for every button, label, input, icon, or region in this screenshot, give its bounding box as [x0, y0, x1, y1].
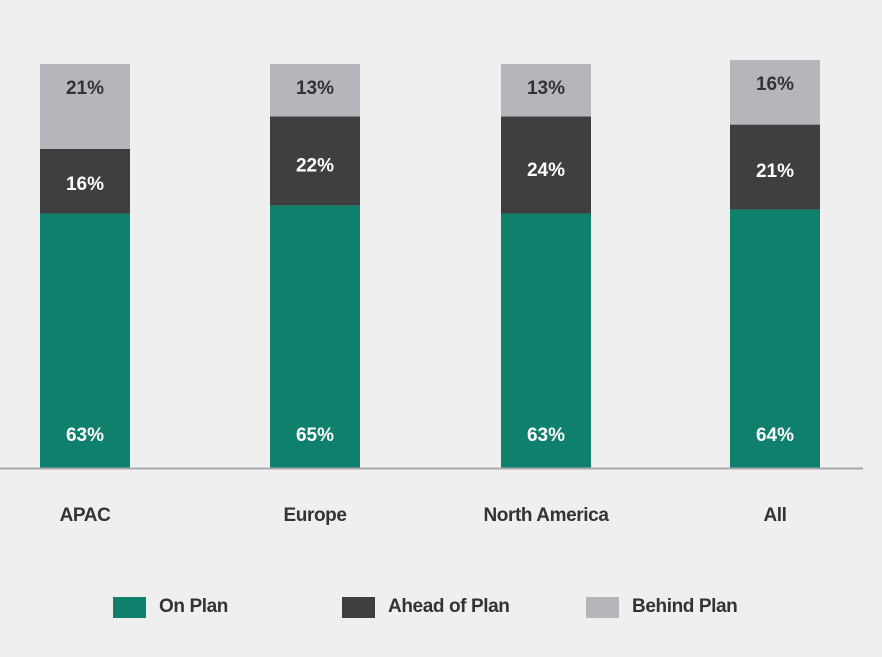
bar-apac-ahead-of-plan — [40, 148, 130, 214]
data-label-all-on-plan: 64% — [756, 425, 794, 446]
bar-europe-on-plan — [270, 205, 360, 468]
data-label-north-america-on-plan: 63% — [527, 425, 565, 446]
legend-label-on-plan: On Plan — [159, 596, 228, 617]
category-label-all: All — [763, 505, 786, 526]
data-label-europe-behind-plan: 13% — [296, 78, 334, 99]
data-label-apac-ahead-of-plan: 16% — [66, 174, 104, 195]
bar-apac-behind-plan — [40, 64, 130, 149]
bar-europe-ahead-of-plan — [270, 116, 360, 206]
legend-label-ahead-of-plan: Ahead of Plan — [388, 596, 510, 617]
bar-north-america-behind-plan — [501, 64, 591, 117]
bar-north-america-on-plan — [501, 213, 591, 468]
bar-all-behind-plan — [730, 59, 820, 125]
data-label-europe-on-plan: 65% — [296, 425, 334, 446]
legend-item-on-plan: On Plan — [113, 590, 228, 624]
legend-item-behind-plan: Behind Plan — [586, 590, 738, 624]
bar-all-ahead-of-plan — [730, 124, 820, 210]
data-label-north-america-ahead-of-plan: 24% — [527, 160, 565, 181]
data-label-all-ahead-of-plan: 21% — [756, 161, 794, 182]
legend-item-ahead-of-plan: Ahead of Plan — [342, 590, 510, 624]
legend-swatch-ahead-of-plan — [342, 596, 375, 618]
legend: On Plan Ahead of Plan Behind Plan — [0, 590, 882, 624]
data-label-all-behind-plan: 16% — [756, 74, 794, 95]
bar-north-america-ahead-of-plan — [501, 116, 591, 214]
legend-swatch-on-plan — [113, 596, 146, 618]
data-label-apac-behind-plan: 21% — [66, 78, 104, 99]
bar-apac-on-plan — [40, 213, 130, 468]
category-label-apac: APAC — [60, 505, 112, 526]
legend-swatch-behind-plan — [586, 596, 619, 618]
data-label-europe-ahead-of-plan: 22% — [296, 155, 334, 176]
data-label-apac-on-plan: 63% — [66, 425, 104, 446]
category-label-north-america: North America — [483, 505, 609, 526]
bar-europe-behind-plan — [270, 64, 360, 117]
bar-all-on-plan — [730, 209, 820, 468]
data-label-north-america-behind-plan: 13% — [527, 78, 565, 99]
legend-label-behind-plan: Behind Plan — [632, 596, 738, 617]
category-label-europe: Europe — [283, 505, 346, 526]
